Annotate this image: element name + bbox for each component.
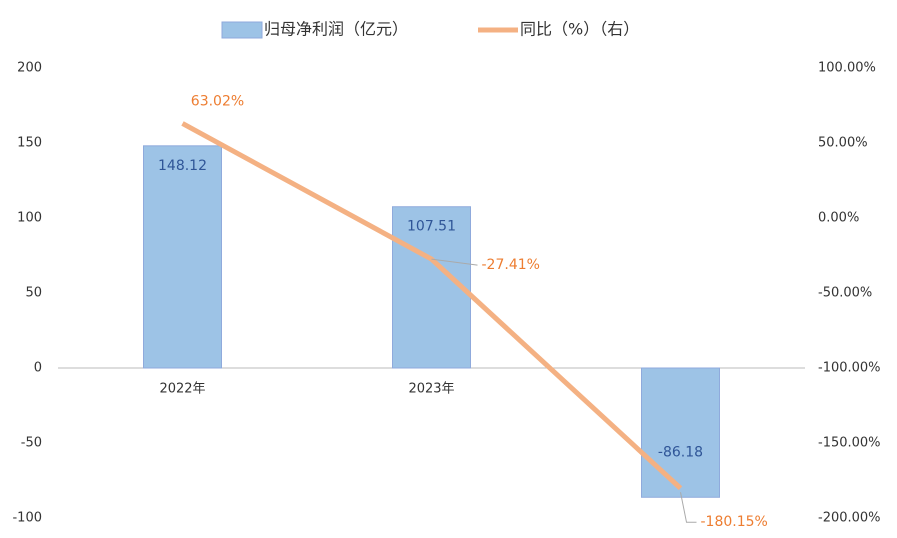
leader-line — [680, 492, 697, 523]
y2-tick-label: -200.00% — [818, 511, 881, 526]
line-value-label: -27.41% — [482, 257, 540, 273]
y-tick-label: -100 — [12, 511, 42, 526]
y2-tick-label: 100.00% — [818, 61, 876, 76]
y2-tick-label: -150.00% — [818, 436, 881, 451]
y-tick-label: 200 — [17, 61, 42, 76]
y-tick-label: -50 — [21, 436, 42, 451]
bar-value-label: 148.12 — [158, 158, 207, 174]
bar — [392, 206, 471, 369]
y-tick-label: 150 — [17, 136, 42, 151]
y2-tick-label: 0.00% — [818, 211, 859, 226]
legend-swatch — [221, 21, 263, 39]
y-tick-label: 0 — [34, 361, 42, 376]
line-value-label: -180.15% — [701, 514, 768, 530]
y2-tick-label: 50.00% — [818, 136, 868, 151]
x-tick-label: 2023年 — [408, 382, 454, 397]
leader-line — [431, 258, 478, 266]
line-value-label: 63.02% — [191, 93, 244, 109]
bar — [143, 145, 222, 369]
bar — [641, 367, 720, 498]
legend-label: 同比（%）（右） — [520, 20, 639, 39]
y-tick-label: 100 — [17, 211, 42, 226]
legend-label: 归母净利润（亿元） — [264, 20, 408, 39]
bar-value-label: 107.51 — [407, 219, 456, 235]
y-tick-label: 50 — [25, 286, 42, 301]
y2-tick-label: -100.00% — [818, 361, 881, 376]
x-tick-label: 2022年 — [159, 382, 205, 397]
y2-tick-label: -50.00% — [818, 286, 872, 301]
bar-value-label: -86.18 — [658, 445, 703, 461]
